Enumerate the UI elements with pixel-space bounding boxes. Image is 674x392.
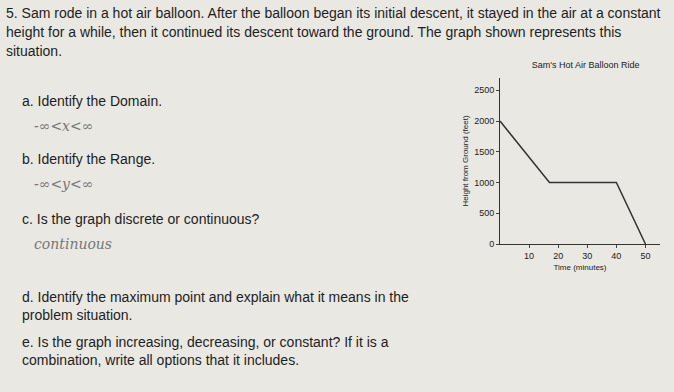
svg-text:500: 500: [479, 208, 494, 218]
html-text:-∞<y<∞: -∞<y<∞: [34, 176, 94, 192]
svg-text:10: 10: [524, 251, 534, 261]
html-text:-∞<x<∞: -∞<x<∞: [34, 118, 94, 134]
svg-text:1500: 1500: [474, 147, 494, 157]
html-text:5. Sam rode in a hot air ballo: 5. Sam rode in a hot air balloon. After …: [6, 5, 661, 59]
svg-text:2000: 2000: [474, 116, 494, 126]
svg-text:1000: 1000: [474, 178, 494, 188]
html-text:a. Identify the Domain.: a. Identify the Domain.: [22, 93, 163, 109]
svg-text:40: 40: [611, 251, 621, 261]
svg-text:Sam's Hot Air Balloon Ride: Sam's Hot Air Balloon Ride: [532, 60, 640, 70]
html-text:continuous: continuous: [34, 236, 113, 252]
svg-text:20: 20: [553, 251, 563, 261]
html-text:c. Is the graph discrete or co: c. Is the graph discrete or continuous?: [22, 211, 260, 227]
svg-text:30: 30: [582, 251, 592, 261]
svg-text:50: 50: [640, 251, 650, 261]
html-text:d. Identify the maximum point: d. Identify the maximum point and explai…: [22, 289, 409, 323]
svg-text:Time (minutes): Time (minutes): [553, 263, 606, 272]
html-text:e. Is the graph increasing, de: e. Is the graph increasing, decreasing, …: [22, 334, 389, 368]
svg-text:0: 0: [489, 239, 494, 249]
html-text:b. Identify the Range.: b. Identify the Range.: [22, 151, 156, 167]
svg-text:2500: 2500: [474, 85, 494, 95]
svg-text:Height from Ground (feet): Height from Ground (feet): [461, 115, 470, 206]
